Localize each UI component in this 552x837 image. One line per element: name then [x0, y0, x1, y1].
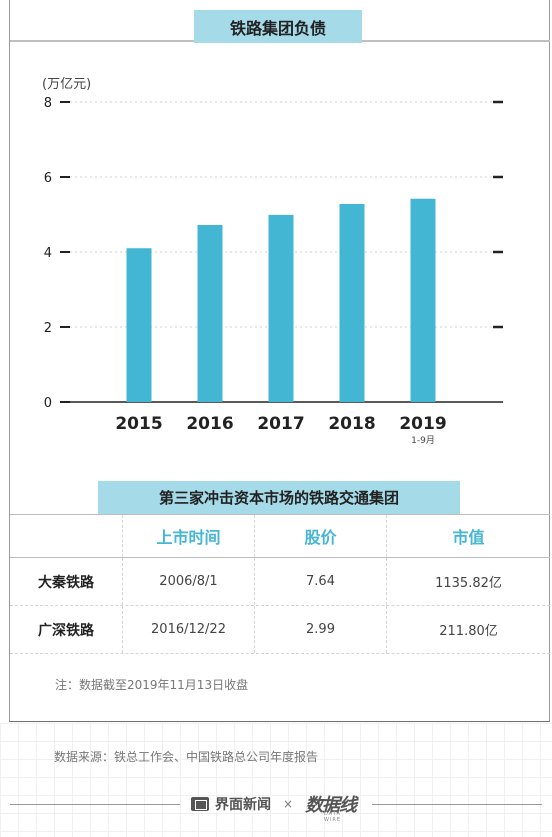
- table-header-row: 上市时间 股价 市值: [10, 515, 550, 558]
- x-tick-label: 2019: [399, 414, 446, 434]
- chart-title: 铁路集团负债: [194, 10, 362, 43]
- x-tick-label: 2015: [115, 414, 162, 434]
- table-row: 广深铁路 2016/12/22 2.99 211.80亿: [10, 606, 550, 654]
- market-cap: 1135.82亿: [386, 558, 550, 605]
- listing-date: 2016/12/22: [122, 606, 254, 653]
- footer-divider-left: [10, 804, 180, 805]
- y-tick-label: 8: [44, 96, 52, 111]
- table-row: 大秦铁路 2006/8/1 7.64 1135.82亿: [10, 558, 550, 606]
- bar: [340, 204, 365, 402]
- bar: [198, 225, 223, 402]
- y-unit-label: (万亿元): [42, 77, 91, 92]
- brand-separator: ×: [283, 797, 293, 811]
- y-tick-label: 6: [44, 171, 52, 186]
- footer-brand: 界面新闻 × 数据线 DATA WIRE: [191, 793, 356, 815]
- bar: [411, 199, 436, 402]
- listing-date: 2006/8/1: [122, 558, 254, 605]
- footer-divider-right: [372, 804, 542, 805]
- data-source: 数据来源：铁总工作会、中国铁路总公司年度报告: [54, 748, 318, 765]
- y-tick-label: 4: [44, 246, 52, 261]
- header-market-cap: 市值: [386, 515, 550, 557]
- share-price: 2.99: [254, 606, 386, 653]
- header-share-price: 股价: [254, 515, 386, 557]
- x-tick-label: 2016: [186, 414, 233, 434]
- bar: [127, 248, 152, 402]
- footer-background: [0, 723, 552, 837]
- header-listing-date: 上市时间: [122, 515, 254, 557]
- brand-logo-icon: [191, 797, 209, 811]
- company-name: 大秦铁路: [10, 558, 122, 605]
- bar: [269, 215, 294, 402]
- partner-logo-sub: DATA WIRE: [324, 811, 356, 823]
- header-blank: [10, 515, 122, 557]
- company-name: 广深铁路: [10, 606, 122, 653]
- x-tick-label: 2017: [257, 414, 304, 434]
- table-title: 第三家冲击资本市场的铁路交通集团: [98, 481, 460, 514]
- brand-name: 界面新闻: [215, 794, 271, 814]
- share-price: 7.64: [254, 558, 386, 605]
- y-tick-label: 2: [44, 321, 52, 336]
- market-cap: 211.80亿: [386, 606, 550, 653]
- y-tick-label: 0: [44, 396, 52, 411]
- table-note: 注：数据截至2019年11月13日收盘: [55, 676, 248, 693]
- x-tick-sublabel: 1-9月: [411, 435, 435, 446]
- ipo-table: 上市时间 股价 市值 大秦铁路 2006/8/1 7.64 1135.82亿 广…: [10, 514, 550, 654]
- x-tick-label: 2018: [328, 414, 375, 434]
